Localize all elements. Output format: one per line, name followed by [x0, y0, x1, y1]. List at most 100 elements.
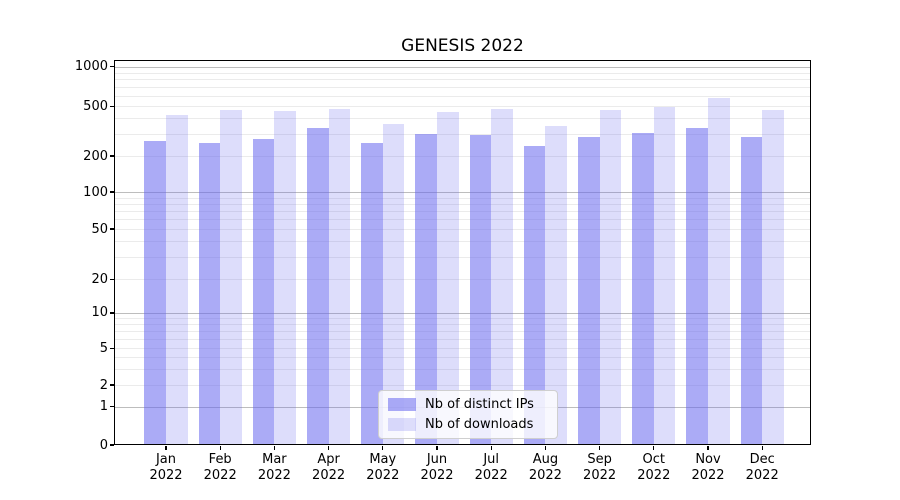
- bar-nb-of-downloads-jun: [437, 111, 459, 445]
- x-tick-label-jun: Jun 2022: [420, 452, 454, 483]
- x-tick-label-mar: Mar 2022: [257, 452, 291, 483]
- y-tick-label: 100: [83, 184, 108, 200]
- bar-nb-of-downloads-dec: [762, 109, 784, 445]
- bar-nb-of-downloads-aug: [545, 126, 568, 445]
- bar-nb-of-distinct-ips-jan: [144, 141, 166, 445]
- x-tick-mark: [707, 446, 709, 450]
- y-tick-label: 500: [83, 98, 108, 114]
- y-tick-label: 0: [99, 437, 108, 453]
- y-tick-label: 50: [91, 221, 108, 237]
- gridline-minor: [114, 79, 811, 81]
- y-tick-label: 10: [91, 305, 108, 321]
- x-tick-label-jul: Jul 2022: [474, 452, 508, 483]
- bar-nb-of-downloads-feb: [220, 110, 242, 445]
- x-tick-mark: [436, 446, 438, 450]
- x-tick-mark: [761, 446, 763, 450]
- bar-nb-of-distinct-ips-aug: [523, 145, 546, 445]
- bar-nb-of-distinct-ips-nov: [686, 127, 708, 445]
- bar-nb-of-distinct-ips-mar: [252, 139, 275, 445]
- legend-swatch-distinct-ips: [388, 398, 416, 411]
- y-tick-mark: [110, 65, 114, 68]
- y-tick-label: 20: [91, 271, 108, 287]
- y-tick-mark: [110, 444, 114, 446]
- legend-label-downloads: Nb of downloads: [425, 417, 534, 432]
- chart-title: GENESIS 2022: [401, 36, 524, 56]
- bar-nb-of-downloads-nov: [708, 98, 730, 445]
- gridline-minor: [114, 219, 811, 221]
- gridline-minor: [114, 318, 811, 320]
- x-tick-label-nov: Nov 2022: [691, 452, 725, 483]
- bar-nb-of-distinct-ips-apr: [306, 128, 329, 445]
- y-tick-label: 2: [99, 377, 108, 393]
- x-tick-label-dec: Dec 2022: [745, 452, 779, 483]
- x-tick-mark: [544, 446, 547, 450]
- gridline-minor: [114, 257, 811, 259]
- bar-nb-of-downloads-jul: [491, 109, 513, 445]
- gridline-minor: [114, 211, 811, 213]
- gridline-minor: [114, 72, 811, 74]
- x-tick-mark: [327, 446, 330, 450]
- gridline-minor: [114, 203, 811, 205]
- x-tick-label-sep: Sep 2022: [583, 452, 617, 483]
- y-tick-mark: [110, 384, 114, 386]
- gridline-minor: [114, 229, 811, 230]
- legend-item-distinct-ips: Nb of distinct IPs: [388, 397, 548, 412]
- bar-nb-of-downloads-sep: [599, 109, 622, 445]
- bar-nb-of-downloads-oct: [653, 106, 676, 445]
- x-tick-mark: [653, 446, 655, 450]
- bar-nb-of-downloads-jan: [166, 115, 188, 445]
- gridline-minor: [114, 241, 811, 243]
- x-tick-mark: [598, 446, 601, 450]
- gridline-minor: [114, 357, 811, 359]
- bar-nb-of-distinct-ips-dec: [740, 136, 763, 445]
- y-tick-mark: [110, 191, 114, 193]
- gridline-minor: [114, 197, 811, 199]
- gridline-minor: [114, 385, 811, 387]
- x-tick-label-feb: Feb 2022: [203, 452, 237, 483]
- plot-area: Nb of distinct IPs Nb of downloads: [114, 60, 811, 445]
- bar-nb-of-downloads-mar: [274, 110, 297, 445]
- x-tick-mark: [273, 446, 276, 450]
- x-tick-mark: [490, 446, 492, 450]
- bar-nb-of-distinct-ips-oct: [632, 132, 654, 445]
- y-tick-label: 1000: [74, 59, 108, 74]
- gridline-minor: [114, 118, 811, 120]
- y-tick-mark: [110, 278, 114, 280]
- legend-label-distinct-ips: Nb of distinct IPs: [425, 397, 534, 412]
- bar-nb-of-downloads-may: [382, 123, 405, 445]
- y-tick-mark: [110, 155, 114, 157]
- bar-nb-of-distinct-ips-may: [361, 143, 383, 445]
- x-tick-label-jan: Jan 2022: [149, 452, 183, 483]
- bar-nb-of-distinct-ips-feb: [198, 143, 221, 445]
- bar-nb-of-distinct-ips-jun: [415, 133, 437, 445]
- gridline-major: [114, 66, 811, 68]
- gridline-minor: [114, 331, 811, 333]
- y-tick-mark: [110, 347, 114, 349]
- gridline-minor: [114, 368, 811, 370]
- legend-swatch-downloads: [388, 418, 416, 431]
- y-tick-label: 1: [99, 399, 108, 415]
- x-tick-label-oct: Oct 2022: [637, 452, 671, 483]
- gridline-major: [114, 192, 811, 194]
- y-tick-mark: [110, 228, 114, 230]
- y-tick-mark: [110, 312, 114, 314]
- bar-nb-of-downloads-apr: [328, 109, 351, 445]
- gridline-minor: [114, 339, 811, 340]
- y-tick-label: 5: [99, 340, 108, 356]
- gridline-major: [114, 312, 811, 314]
- x-tick-mark: [382, 446, 384, 450]
- gridline-minor: [114, 156, 811, 158]
- legend: Nb of distinct IPs Nb of downloads: [378, 390, 558, 439]
- gridline-minor: [114, 134, 811, 136]
- x-tick-mark: [219, 446, 221, 450]
- gridline-minor: [114, 279, 811, 281]
- bar-nb-of-distinct-ips-sep: [577, 136, 600, 445]
- y-tick-label: 200: [83, 148, 108, 164]
- gridline-minor: [114, 106, 811, 108]
- legend-item-downloads: Nb of downloads: [388, 417, 548, 432]
- bar-nb-of-distinct-ips-jul: [469, 134, 492, 445]
- y-tick-mark: [110, 405, 114, 408]
- x-tick-label-aug: Aug 2022: [528, 452, 562, 483]
- gridline-minor: [114, 348, 811, 350]
